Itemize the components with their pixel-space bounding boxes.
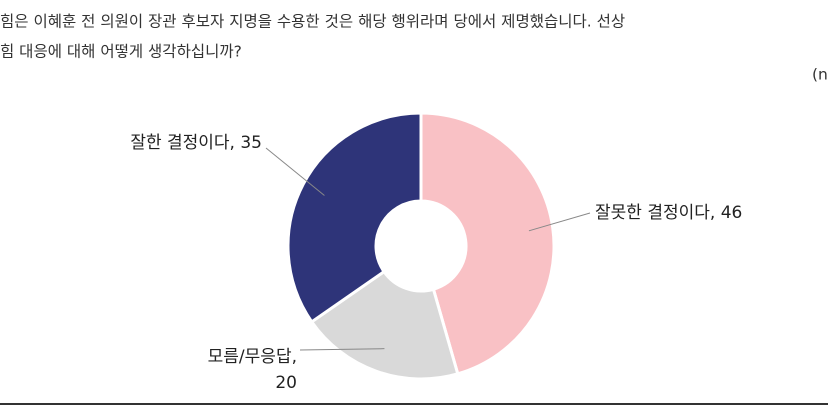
note: (n — [812, 66, 828, 84]
data-label: 잘못한 결정이다, 46 — [595, 203, 742, 223]
leader-line — [265, 147, 325, 196]
leader-line — [528, 212, 591, 232]
question-line: 힘 대응에 대해 어떻게 생각하십니까? — [0, 43, 242, 61]
data-label: 모름/무응답, — [208, 347, 297, 367]
leader-line — [299, 348, 385, 351]
donut-slice — [286, 111, 423, 324]
question-line: 힘은 이혜훈 전 의원이 장관 후보자 지명을 수용한 것은 해당 행위라며 당… — [0, 13, 625, 31]
donut-slice — [419, 111, 556, 376]
data-label: 잘한 결정이다, 35 — [130, 133, 262, 153]
data-label: 20 — [275, 373, 297, 393]
donut-slice — [309, 269, 460, 381]
